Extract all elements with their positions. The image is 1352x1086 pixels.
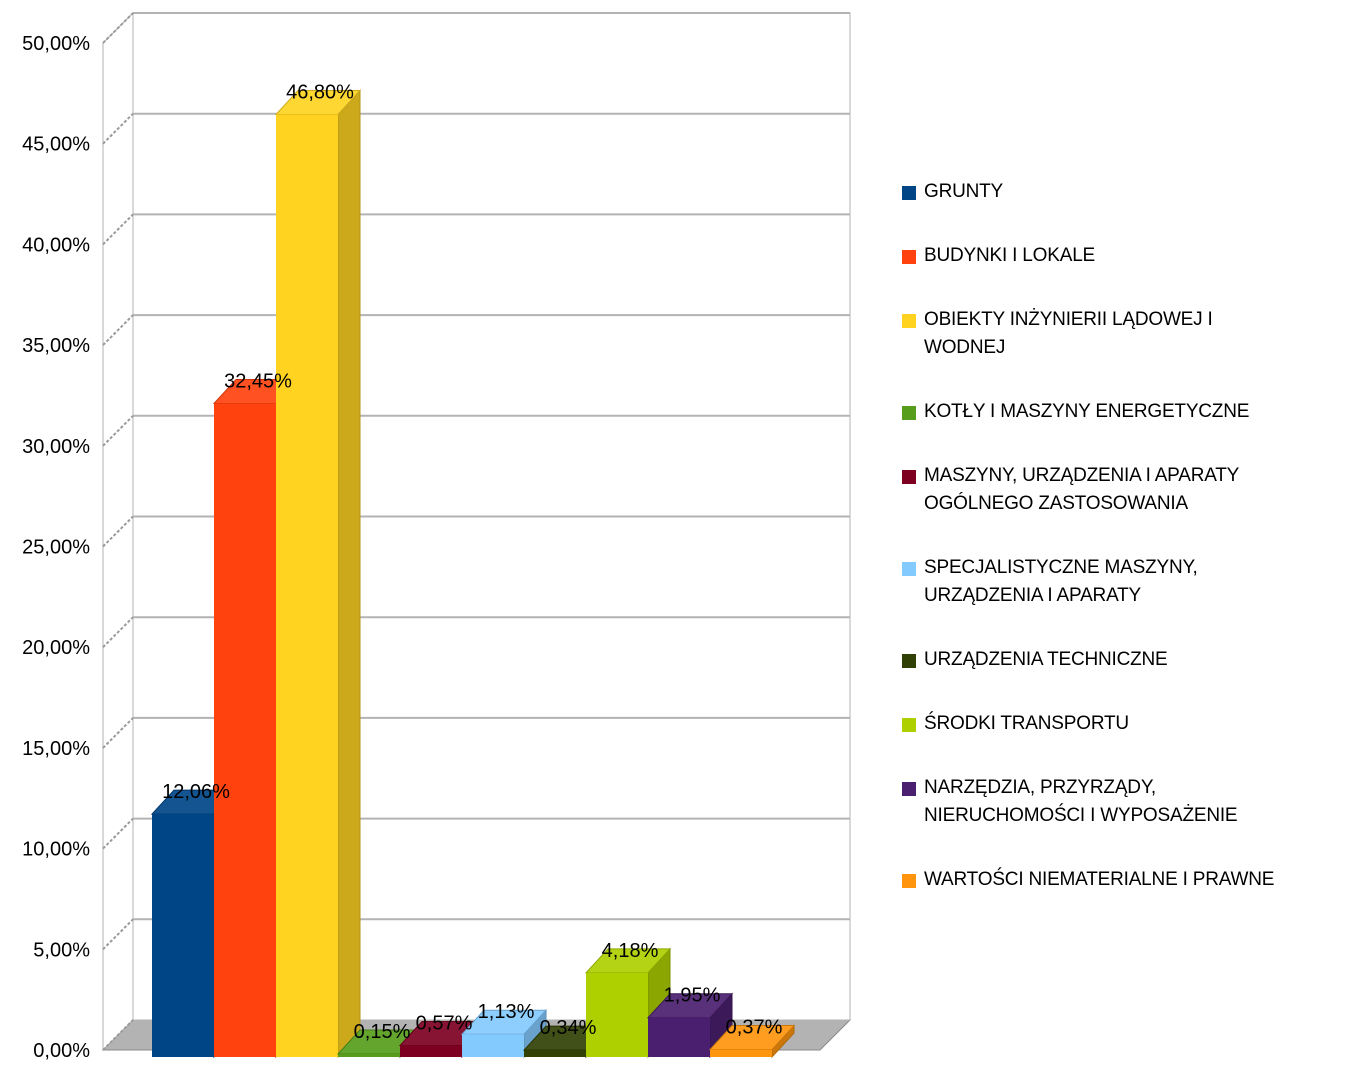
bar: [400, 1045, 462, 1057]
legend-label: WARTOŚCI NIEMATERIALNE I PRAWNE: [924, 869, 1275, 890]
data-label: 0,34%: [540, 1017, 597, 1039]
data-label: 0,57%: [416, 1013, 473, 1035]
legend-label: NIERUCHOMOŚCI I WYPOSAŻENIE: [924, 805, 1238, 826]
legend-swatch: [902, 314, 916, 328]
legend-swatch: [902, 186, 916, 200]
legend-item: SPECJALISTYCZNE MASZYNY, URZĄDZENIA I APA…: [902, 554, 1347, 610]
legend-swatch: [902, 874, 916, 888]
bar: [648, 1017, 710, 1057]
legend-label: SPECJALISTYCZNE MASZYNY,: [924, 557, 1198, 578]
side-gridline: [102, 213, 134, 246]
bar: [586, 972, 648, 1057]
legend-item: BUDYNKI I LOKALE: [902, 242, 1347, 270]
legend-swatch: [902, 654, 916, 668]
bar: [524, 1050, 586, 1057]
data-labels: 12,06% 32,45% 46,80% 0,15% 0,57%1,13%0,34% 4,…: [162, 81, 782, 1043]
legend-label: MASZYNY, URZĄDZENIA I APARATY: [924, 465, 1240, 486]
side-gridline: [102, 817, 134, 850]
y-axis: 0,00% 5,00% 10,00% 15,00% 20,00% 25,00% 30,00%…: [22, 33, 90, 1062]
legend-swatch: [902, 562, 916, 576]
bar: [462, 1034, 524, 1057]
legend-label: OBIEKTY INŻYNIERII LĄDOWEJ I: [924, 309, 1213, 330]
side-gridline: [102, 314, 134, 346]
y-tick-label: 15,00%: [22, 738, 90, 760]
side-gridline: [102, 918, 134, 951]
y-tick-label: 50,00%: [22, 33, 90, 55]
legend-item: OBIEKTY INŻYNIERII LĄDOWEJ I WODNEJ: [902, 306, 1347, 362]
bar-side: [337, 89, 361, 1059]
legend-item: GRUNTY: [902, 178, 1347, 206]
legend-item: WARTOŚCI NIEMATERIALNE I PRAWNE: [902, 866, 1347, 894]
legend-item: NARZĘDZIA, PRZYRZĄDY, NIERUCHOMOŚCI I WYP…: [902, 774, 1347, 830]
legend-label: OGÓLNEGO ZASTOSOWANIA: [924, 493, 1188, 514]
legend-swatch: [902, 250, 916, 264]
y-tick-label: 40,00%: [22, 234, 90, 256]
data-label: 46,80%: [286, 81, 354, 103]
legend-label: ŚRODKI TRANSPORTU: [924, 713, 1129, 734]
data-label: 0,37%: [726, 1017, 783, 1039]
legend-label: NARZĘDZIA, PRZYRZĄDY,: [924, 777, 1156, 798]
legend-label: KOTŁY I MASZYNY ENERGETYCZNE: [924, 401, 1250, 422]
side-gridline: [102, 12, 134, 44]
legend-item: URZĄDZENIA TECHNICZNE: [902, 646, 1347, 674]
y-tick-label: 5,00%: [33, 939, 90, 961]
bar: [276, 114, 338, 1057]
data-label: 12,06%: [162, 781, 230, 803]
legend-label: URZĄDZENIA I APARATY: [924, 585, 1142, 606]
bar: [338, 1053, 400, 1057]
legend-swatch: [902, 782, 916, 796]
legend-item: MASZYNY, URZĄDZENIA I APARATY OGÓLNEGO ZA…: [902, 462, 1347, 518]
y-tick-label: 0,00%: [33, 1040, 90, 1062]
side-gridline: [102, 717, 134, 749]
legend-swatch: [902, 406, 916, 420]
legend-item: KOTŁY I MASZYNY ENERGETYCZNE: [902, 398, 1347, 426]
legend-label: URZĄDZENIA TECHNICZNE: [924, 649, 1168, 670]
bar-chart: 0,00% 5,00% 10,00% 15,00% 20,00% 25,00% 30,00%…: [22, 11, 852, 1062]
data-label: 1,95%: [664, 985, 721, 1007]
legend-swatch: [902, 718, 916, 732]
data-label: 32,45%: [224, 370, 292, 392]
y-tick-label: 20,00%: [22, 637, 90, 659]
side-gridline: [102, 616, 134, 648]
legend-swatch: [902, 470, 916, 484]
y-tick-label: 35,00%: [22, 335, 90, 357]
side-gridline: [102, 1019, 134, 1051]
y-tick-label: 30,00%: [22, 436, 90, 458]
chart-bars: [150, 89, 796, 1059]
bar: [152, 814, 214, 1057]
legend-label: GRUNTY: [924, 181, 1004, 202]
y-tick-label: 10,00%: [22, 839, 90, 861]
legend-label: WODNEJ: [924, 337, 1006, 358]
bar: [710, 1049, 772, 1057]
side-gridline: [102, 112, 134, 145]
data-label: 1,13%: [478, 1001, 535, 1023]
legend: GRUNTY BUDYNKI I LOKALE OBIEKTY INŻYNIERII…: [902, 178, 1347, 930]
legend-label: BUDYNKI I LOKALE: [924, 245, 1096, 266]
y-tick-label: 45,00%: [22, 134, 90, 156]
y-tick-label: 25,00%: [22, 537, 90, 559]
data-label: 0,15%: [354, 1021, 411, 1043]
side-gridline: [102, 415, 134, 447]
legend-item: ŚRODKI TRANSPORTU: [902, 710, 1347, 738]
side-gridline: [102, 515, 134, 548]
bar: [214, 403, 276, 1057]
data-label: 4,18%: [602, 940, 659, 962]
